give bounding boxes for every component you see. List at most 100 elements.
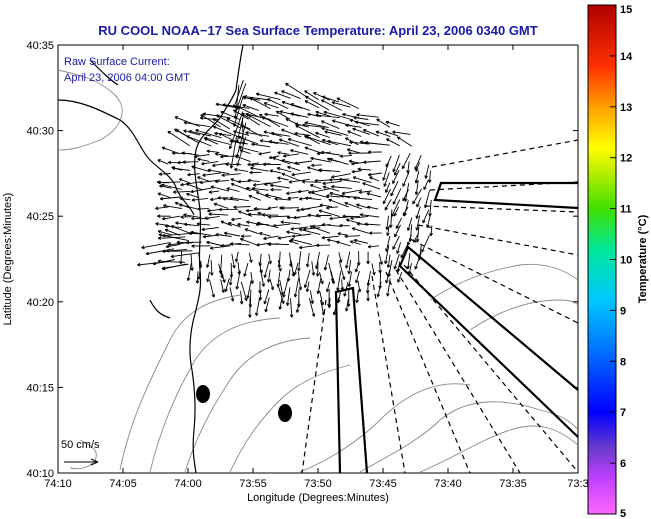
colorbar-tick-label: 15 <box>620 4 632 16</box>
current-vector <box>376 118 391 128</box>
current-vector <box>290 238 312 246</box>
scale-arrow <box>64 458 99 466</box>
current-vector <box>261 213 279 217</box>
current-vector <box>353 238 369 244</box>
x-tick-label: 74:05 <box>109 478 137 490</box>
current-vector <box>326 194 341 198</box>
current-vector <box>385 215 390 231</box>
current-vector <box>347 130 362 137</box>
current-vector <box>329 216 352 221</box>
current-vector <box>304 196 322 201</box>
current-vector <box>414 170 420 184</box>
current-vector <box>294 160 312 165</box>
current-vector <box>269 278 275 291</box>
current-vector <box>208 190 220 194</box>
current-vector <box>352 127 371 136</box>
current-vector <box>396 136 413 147</box>
current-vector <box>329 157 349 165</box>
x-tick-label: 73:40 <box>434 478 462 490</box>
current-vector <box>424 164 430 179</box>
current-vector <box>281 206 300 210</box>
current-vector <box>406 217 413 231</box>
current-vector <box>161 183 183 190</box>
x-tick-label: 73:50 <box>304 478 332 490</box>
current-vector <box>335 240 351 247</box>
current-vector <box>339 223 350 228</box>
x-tick-label: 74:00 <box>174 478 202 490</box>
current-vector <box>304 90 319 101</box>
current-vector <box>231 217 242 222</box>
current-vector <box>386 278 391 297</box>
sector-outlines <box>334 181 579 474</box>
colorbar-tick-label: 8 <box>620 356 626 368</box>
current-vector <box>231 253 236 269</box>
current-vector <box>392 235 400 250</box>
current-vector <box>385 269 391 284</box>
current-vector <box>421 234 430 253</box>
current-vector <box>222 197 239 201</box>
current-vector <box>384 198 392 211</box>
current-vector <box>195 129 222 139</box>
current-vector <box>290 103 310 111</box>
current-vector <box>226 187 240 192</box>
current-vector <box>281 90 301 100</box>
current-vector <box>406 253 411 270</box>
current-vector <box>320 299 326 316</box>
current-vector <box>347 260 352 275</box>
current-vector <box>338 261 346 280</box>
current-vector <box>157 236 186 240</box>
current-vector <box>243 262 249 277</box>
station-marker <box>196 385 210 403</box>
current-vector <box>229 287 235 302</box>
y-tick-label: 40:15 <box>26 382 54 394</box>
current-vector <box>196 222 211 226</box>
current-vector <box>204 215 220 220</box>
current-vector <box>295 124 320 139</box>
annotation-line-1: Raw Surface Current: <box>64 56 170 68</box>
current-vector <box>357 281 362 293</box>
current-vector <box>229 196 249 202</box>
current-vector <box>402 172 410 187</box>
current-vector <box>316 278 322 295</box>
current-vector <box>248 252 253 263</box>
current-vector <box>321 126 349 136</box>
colorbar-tick-label: 6 <box>620 458 626 470</box>
current-vector <box>344 201 363 210</box>
current-vector <box>354 120 380 126</box>
current-vector <box>229 135 238 169</box>
current-vector <box>233 79 244 109</box>
colorbar-tick-label: 11 <box>620 204 632 216</box>
colorbar-tick-label: 7 <box>620 407 626 419</box>
x-tick-label: 74:10 <box>44 478 72 490</box>
current-vector <box>209 197 222 202</box>
current-vector <box>415 161 421 172</box>
current-vector <box>206 240 222 246</box>
current-vector <box>331 101 351 108</box>
current-vector <box>390 181 399 197</box>
current-vector <box>267 215 290 219</box>
current-vector <box>268 155 280 160</box>
current-vector <box>323 110 350 120</box>
current-vector <box>359 213 380 218</box>
current-vector <box>262 162 281 167</box>
current-vector <box>362 129 380 137</box>
current-vector <box>321 95 339 103</box>
current-vector <box>330 271 336 285</box>
current-vector <box>358 190 372 194</box>
current-vector <box>286 230 302 235</box>
annotation-line-2: April 23, 2006 04:00 GMT <box>64 72 190 84</box>
current-vector <box>186 192 200 199</box>
x-tick-label: 73:3 <box>567 478 588 490</box>
current-vector <box>212 118 231 130</box>
current-vector <box>319 203 332 208</box>
current-vector <box>195 271 200 284</box>
current-vector <box>240 234 252 239</box>
current-vector <box>337 232 349 236</box>
x-tick-label: 73:35 <box>499 478 527 490</box>
current-vector <box>389 209 393 228</box>
current-vector <box>305 135 331 146</box>
current-vector <box>178 178 191 184</box>
current-vector <box>315 131 330 138</box>
current-vector <box>158 172 171 176</box>
current-vector <box>247 178 260 183</box>
